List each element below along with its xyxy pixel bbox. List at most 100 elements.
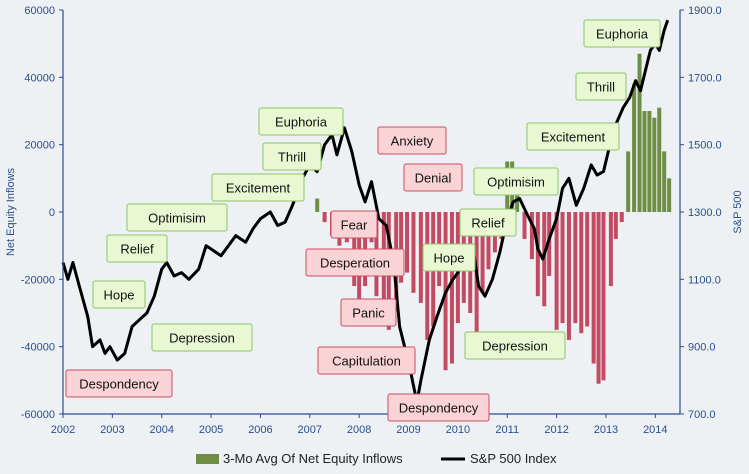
y-right-tick-label: 1700.0 [688,72,722,84]
phase-label: Depression [151,323,253,352]
phase-label: Relief [106,234,168,263]
phase-label-box [403,163,463,192]
y-right-tick-label: 1300.0 [688,207,722,219]
x-tick-label: 2014 [643,424,667,436]
phase-label-text: Relief [471,216,505,231]
phase-label-text: Relief [120,242,154,257]
inflow-bar [405,212,410,273]
inflow-bar [425,212,430,340]
y-left-tick-label: -60000 [21,409,55,421]
inflow-bar [637,53,642,213]
x-ticks: 2002 2003 2004 2005 2006 2007 2008 2009 2010 2011… [51,414,668,436]
phase-label: Thrill [575,72,627,101]
inflow-bar [560,212,565,324]
x-tick-label: 2010 [446,424,470,436]
phase-label-box [330,210,378,239]
x-tick-label: 2011 [495,424,519,436]
sp500-line [61,19,670,404]
phase-label-box [258,107,344,136]
phase-label-box [65,369,173,398]
y-right-tick-label: 900.0 [688,342,716,354]
phase-label-text: Hope [433,251,464,266]
inflow-bar [399,212,404,283]
y-right-ticks: 1900.0 1700.0 1500.0 1300.0 1100.0 900.0 700.0 [680,5,722,421]
inflow-bar [657,107,662,212]
inflow-bar [573,212,578,324]
inflow-bar [322,212,327,223]
inflow-bar [411,212,416,293]
inflow-bar [619,212,624,223]
phase-label-box [106,234,168,263]
x-tick-label: 2008 [347,424,371,436]
phase-label-text: Excitement [541,130,606,145]
inflow-bar [547,212,552,276]
inflow-bar [585,212,590,327]
phase-label: Hope [92,280,146,309]
phase-label-box [387,393,490,422]
phase-label: Excitement [211,173,305,202]
inflow-bar [418,212,423,303]
phase-label: Optimisim [126,203,228,232]
phase-label-text: Despondency [399,401,479,416]
x-tick-label: 2013 [594,424,618,436]
phase-label-text: Panic [352,306,385,321]
x-tick-label: 2005 [199,424,223,436]
phase-label: Excitement [526,122,620,151]
y-left-tick-label: 60000 [24,5,55,17]
phase-label-box [126,203,228,232]
phase-label: Denial [403,163,463,192]
x-tick-label: 2004 [149,424,173,436]
phase-label-box [575,72,627,101]
phase-label: Despondency [65,369,173,398]
phase-label: Desperation [305,248,405,277]
y-left-ticks: 60000 40000 20000 0 -20000 -40000 -60000 [21,5,63,421]
y-left-axis-title: Net Equity Inflows [5,167,17,256]
phase-label: Euphoria [258,107,344,136]
phase-label-text: Denial [415,171,452,186]
inflow-bar [566,212,571,340]
phase-label-text: Hope [103,288,134,303]
inflow-bar [632,84,637,212]
y-right-tick-label: 1500.0 [688,140,722,152]
phase-label: Anxiety [377,126,447,155]
phase-label: Relief [459,208,517,237]
phase-label: Euphoria [583,19,661,48]
y-left-tick-label: 40000 [24,72,55,84]
sp500-line-group [61,19,670,404]
inflow-bar [486,212,491,270]
phase-label-box [464,331,566,360]
inflow-bar [596,212,601,384]
phase-label-text: Excitement [226,181,291,196]
inflow-bar [652,117,657,212]
phase-label-box [583,19,661,48]
inflow-bar [529,212,534,260]
phase-label-box [526,122,620,151]
inflow-bar [579,212,584,334]
x-tick-label: 2007 [298,424,322,436]
phase-label-text: Fear [341,218,368,233]
legend-bar-label: 3-Mo Avg Of Net Equity Inflows [223,451,403,466]
phase-label-text: Optimisim [148,211,206,226]
inflow-bar [662,151,667,212]
x-tick-label: 2002 [51,424,75,436]
y-right-tick-label: 1900.0 [688,5,722,17]
inflow-bar [591,212,596,364]
y-right-axis-title: S&P 500 [732,190,744,233]
phase-label-text: Euphoria [275,115,328,130]
phase-label-text: Depression [482,339,548,354]
phase-label-box [211,173,305,202]
x-tick-label: 2012 [544,424,568,436]
phase-label-box [317,346,416,375]
phase-label-text: Thrill [587,80,615,95]
inflow-bar [535,212,540,297]
x-tick-label: 2006 [248,424,272,436]
inflow-bar [315,198,320,212]
phase-label: Hope [422,243,476,272]
inflow-bar [449,212,454,364]
y-left-tick-label: 0 [49,207,55,219]
inflow-bar [667,178,672,212]
phase-label-box [473,167,559,196]
phase-label: Depression [464,331,566,360]
inflow-bar [601,212,606,381]
phase-label-box [422,243,476,272]
